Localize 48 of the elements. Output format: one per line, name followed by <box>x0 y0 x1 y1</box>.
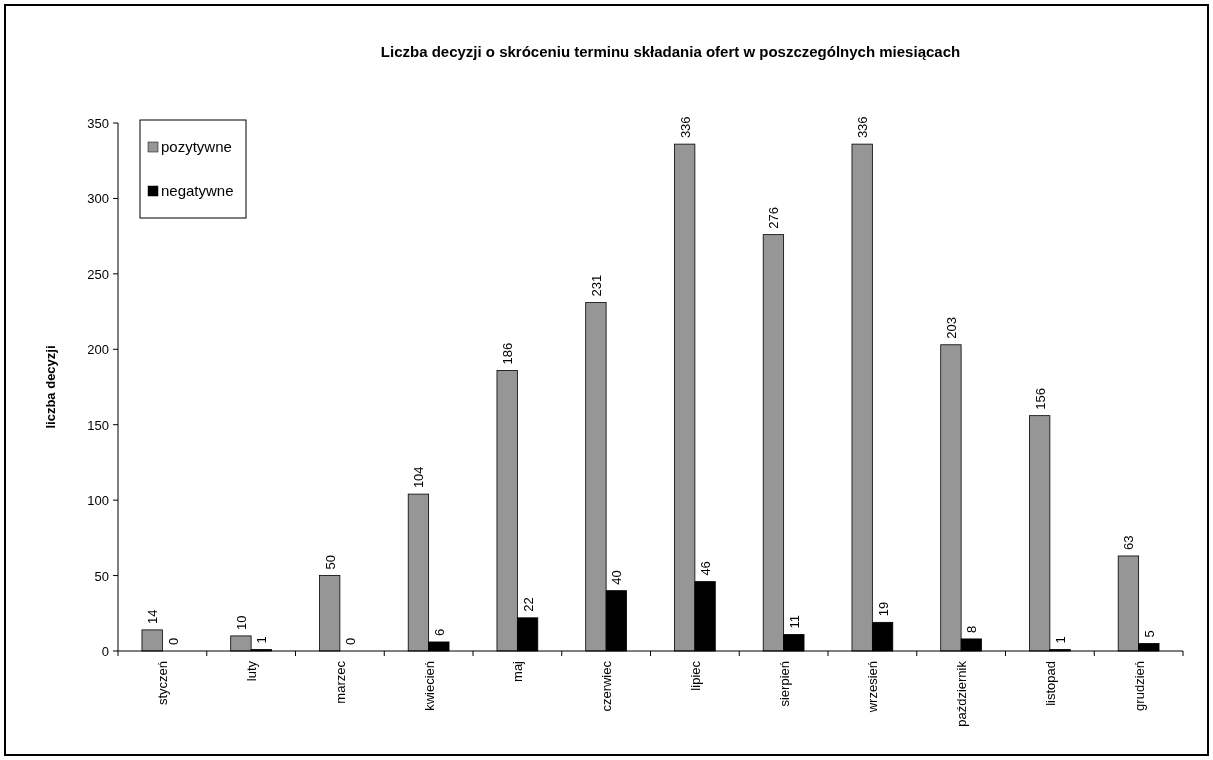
legend-label: pozytywne <box>161 138 232 155</box>
data-label: 10 <box>233 615 249 630</box>
chart-title: Liczba decyzji o skróceniu terminu składania ofert w poszczególnych miesiącach <box>380 43 961 60</box>
x-tick-label: kwiecień <box>421 661 437 711</box>
data-label: 203 <box>943 317 959 339</box>
data-label: 14 <box>145 609 161 624</box>
data-label: 63 <box>1121 535 1137 550</box>
x-tick-label: maj <box>510 660 526 682</box>
data-label: 276 <box>766 206 782 229</box>
x-tick-label: styczeń <box>155 661 171 706</box>
data-label: 104 <box>411 466 427 489</box>
data-label: 156 <box>1032 387 1048 410</box>
y-tick-label: 150 <box>87 417 109 433</box>
x-tick-label: sierpień <box>776 661 792 707</box>
y-axis-title: liczba decyzji <box>43 345 58 429</box>
y-tick-label: 50 <box>94 568 109 584</box>
x-tick-label: listopad <box>1042 661 1058 706</box>
x-tick-label: lipiec <box>687 660 703 691</box>
data-label: 8 <box>964 625 980 633</box>
data-label: 19 <box>875 601 891 617</box>
y-tick-label: 100 <box>87 493 109 509</box>
data-label: 50 <box>322 555 338 570</box>
data-label: 0 <box>343 637 359 645</box>
data-label: 40 <box>609 570 625 585</box>
data-label: 1 <box>1053 636 1069 644</box>
x-tick-label: grudzień <box>1131 661 1147 711</box>
data-label: 336 <box>855 116 871 139</box>
data-label: 11 <box>786 614 802 629</box>
y-tick-label: 0 <box>101 644 109 659</box>
data-label: 6 <box>431 628 447 636</box>
data-label: 22 <box>520 597 536 612</box>
y-tick-label: 250 <box>87 266 109 282</box>
y-tick-label: 300 <box>87 191 109 207</box>
data-label: 5 <box>1141 630 1157 638</box>
x-tick-label: marzec <box>332 660 348 704</box>
data-label: 1 <box>254 636 270 644</box>
data-label: 46 <box>698 561 714 576</box>
data-label: 0 <box>165 637 181 645</box>
data-label: 231 <box>588 274 604 297</box>
legend-label: negatywne <box>161 182 234 199</box>
x-tick-label: luty <box>244 660 260 682</box>
data-label: 186 <box>500 342 516 365</box>
x-tick-label: czerwiec <box>599 660 615 712</box>
y-tick-label: 350 <box>87 116 109 131</box>
x-tick-label: październik <box>954 660 970 727</box>
y-tick-label: 200 <box>87 342 109 358</box>
data-label: 336 <box>677 116 693 139</box>
x-tick-label: wrzesień <box>865 661 881 714</box>
